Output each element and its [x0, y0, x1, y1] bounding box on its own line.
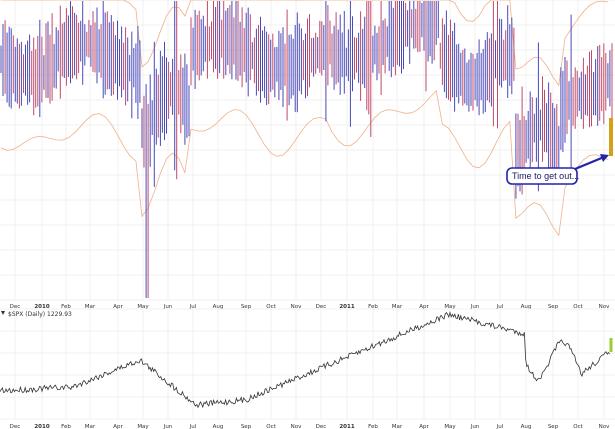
upper-x-tick-label: Feb [61, 304, 71, 310]
lower-x-tick-label: Apr [113, 424, 123, 429]
upper-x-tick-label: Feb [368, 304, 378, 310]
upper-x-tick-label: Sep [241, 304, 252, 310]
lower-x-tick-label: Aug [213, 424, 224, 429]
upper-x-tick-label: May [444, 304, 456, 310]
upper-x-tick-label: Dec [10, 304, 21, 310]
upper-x-tick-label: 2010 [34, 304, 49, 310]
lower-panel-grid [0, 308, 615, 420]
lower-x-tick-label: Nov [599, 424, 610, 429]
lower-x-tick-label: Dec [316, 424, 327, 429]
upper-x-tick-label: Nov [599, 304, 610, 310]
lower-band-line [0, 89, 609, 237]
annotation-box [506, 167, 578, 185]
lower-x-tick-label: Nov [291, 424, 302, 429]
upper-x-tick-label: Dec [316, 304, 327, 310]
lower-x-tick-label: Sep [241, 424, 252, 429]
lower-panel-background [0, 309, 615, 419]
upper-x-tick-label: 2011 [339, 304, 354, 310]
annotation-callout: Time to get out... [506, 118, 613, 185]
upper-x-tick-label: May [137, 304, 149, 310]
upper-x-tick-label: Apr [113, 304, 123, 310]
upper-x-tick-label: Oct [266, 304, 276, 310]
lower-x-tick-label: May [444, 424, 456, 429]
lower-x-tick-label: May [137, 424, 149, 429]
lower-x-tick-label: Oct [266, 424, 276, 429]
lower-x-tick-label: Jun [163, 424, 173, 429]
upper-x-tick-label: Oct [573, 304, 583, 310]
lower-x-tick-label: Feb [61, 424, 71, 429]
upper-x-tick-label: Jun [163, 304, 173, 310]
annotation-arrow-head [600, 154, 609, 162]
lower-x-tick-label: Feb [368, 424, 378, 429]
lower-x-tick-label: 2011 [339, 424, 354, 429]
upper-band-line [1, 0, 608, 87]
annotation-highlight-bar [609, 118, 613, 156]
lower-panel: $SPX (Daily) 1229.93 Dec 2010 Feb Mar Apr May… [0, 308, 615, 429]
upper-panel: Dec 2010 Feb Mar Apr May Jun Jul Aug Sep Oct Nov Dec… [0, 0, 615, 310]
lower-x-tick-label: Aug [521, 424, 532, 429]
upper-panel-x-ticks: Dec 2010 Feb Mar Apr May Jun Jul Aug Sep Oct Nov Dec… [10, 304, 610, 310]
lower-x-tick-label: Apr [419, 424, 429, 429]
lower-panel-price-line [0, 310, 613, 409]
lower-x-tick-label: 2010 [34, 424, 49, 429]
lower-x-tick-label: Dec [10, 424, 21, 429]
upper-x-tick-label: Apr [419, 304, 429, 310]
upper-panel-bars [0, 1, 613, 298]
lower-panel-x-ticks: Dec 2010 Feb Mar Apr May Jun Jul Aug Sep Oct Nov Dec… [10, 424, 610, 429]
price-line [0, 310, 610, 409]
lower-x-tick-label: Mar [85, 424, 96, 429]
lower-x-tick-label: Jul [496, 424, 504, 429]
upper-x-tick-label: Jul [496, 304, 504, 310]
upper-x-tick-label: Mar [392, 304, 403, 310]
lower-x-tick-label: Oct [573, 424, 583, 429]
upper-x-tick-label: Jul [189, 304, 197, 310]
down-triangle-icon [1, 311, 5, 315]
annotation-text: Time to get out... [512, 171, 579, 181]
lower-x-tick-label: Jun [470, 424, 480, 429]
upper-x-tick-label: Jun [470, 304, 480, 310]
lower-x-tick-label: Mar [392, 424, 403, 429]
annotation-arrow [574, 155, 605, 171]
upper-x-tick-label: Aug [213, 304, 224, 310]
upper-x-tick-label: Sep [548, 304, 559, 310]
lower-panel-title: $SPX (Daily) 1229.93 [8, 311, 72, 318]
upper-x-tick-label: Nov [291, 304, 302, 310]
upper-x-tick-label: Mar [85, 304, 96, 310]
upper-x-tick-label: Aug [521, 304, 532, 310]
lower-x-tick-label: Jul [189, 424, 197, 429]
lower-x-tick-label: Sep [548, 424, 559, 429]
upper-panel-bands [0, 0, 609, 237]
